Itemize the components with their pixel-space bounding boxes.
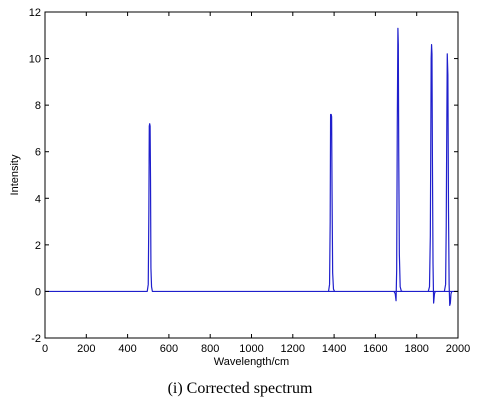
y-tick-label: 8 [35,100,41,112]
y-tick-label: 12 [29,7,41,19]
x-tick-label: 1800 [404,343,428,355]
x-axis-label: Wavelength/cm [214,356,289,368]
ticks-layer: 0 200 400 600 800 1000 1200 1400 1600 1800 2000-20… [29,7,470,355]
spectrum-line-segment-4 [443,53,453,306]
y-tick-label: 10 [29,54,41,66]
x-tick-label: 2000 [446,343,470,355]
x-tick-label: 1600 [363,343,387,355]
y-tick-label: 0 [35,286,41,298]
y-tick-label: -2 [31,333,41,345]
x-tick-label: 400 [118,343,136,355]
x-tick-label: 1200 [281,343,305,355]
x-tick-label: 1000 [239,343,263,355]
y-tick-label: 6 [35,147,41,159]
y-axis-label: Intensity [9,154,21,195]
x-tick-label: 600 [160,343,178,355]
series-layer [45,27,458,306]
x-tick-label: 200 [77,343,95,355]
x-tick-label: 0 [42,343,48,355]
spectrum-chart: 0 200 400 600 800 1000 1200 1400 1600 1800 2000-20… [9,7,470,368]
y-tick-label: 2 [35,240,41,252]
x-tick-label: 1400 [322,343,346,355]
spectrum-line-segment-0 [45,123,458,293]
plot-area [44,11,459,339]
spectrum-line-segment-3 [427,43,436,304]
spectrum-line-segment-1 [327,113,336,292]
x-tick-label: 800 [201,343,219,355]
spectrum-line-segment-2 [393,27,404,302]
figure-caption: (i) Corrected spectrum [167,380,313,397]
y-tick-label: 4 [35,193,41,205]
